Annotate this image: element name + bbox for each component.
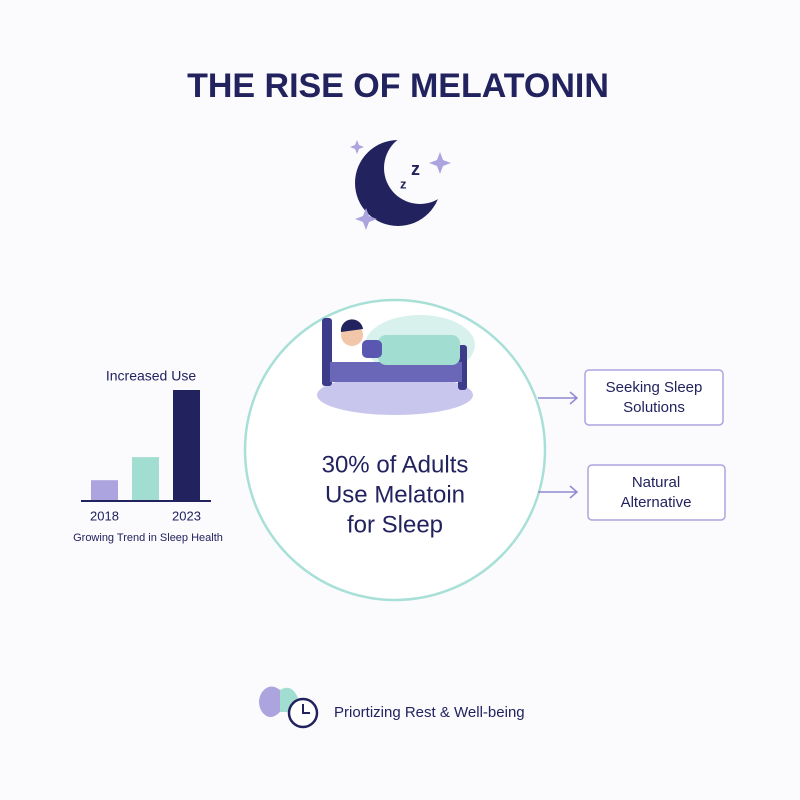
box-text: Solutions [623,399,685,416]
svg-text:z: z [400,176,407,191]
arrows [538,391,579,499]
center-circle [243,298,547,602]
box-text: Natural [632,474,680,491]
moon-icon: z z [350,132,456,230]
center-text: 30% of Adults Use Melatoin for Sleep [322,451,469,538]
center-line: Use Melatoin [325,481,465,508]
x-tick-label: 2018 [90,508,119,523]
footer-text: Priortizing Rest & Well-being [334,704,525,721]
box-text: Alternative [621,494,692,511]
box-text: Seeking Sleep [606,379,703,396]
chart-caption: Growing Trend in Sleep Health [73,532,223,544]
bar [132,457,159,500]
center-line: for Sleep [347,511,443,538]
box [587,464,726,521]
svg-text:z: z [411,159,420,179]
box [584,369,724,426]
bar [173,390,200,500]
footer-icon [259,686,319,729]
chart-title: Increased Use [106,368,196,384]
bar [91,480,118,500]
x-tick-label: 2023 [172,508,201,523]
mini-chart: Increased Use Growing Trend in Sleep Hea… [73,368,223,544]
title: THE RISE OF MELATONIN [187,67,609,105]
bed-illustration [317,315,475,415]
center-line: 30% of Adults [322,451,469,478]
